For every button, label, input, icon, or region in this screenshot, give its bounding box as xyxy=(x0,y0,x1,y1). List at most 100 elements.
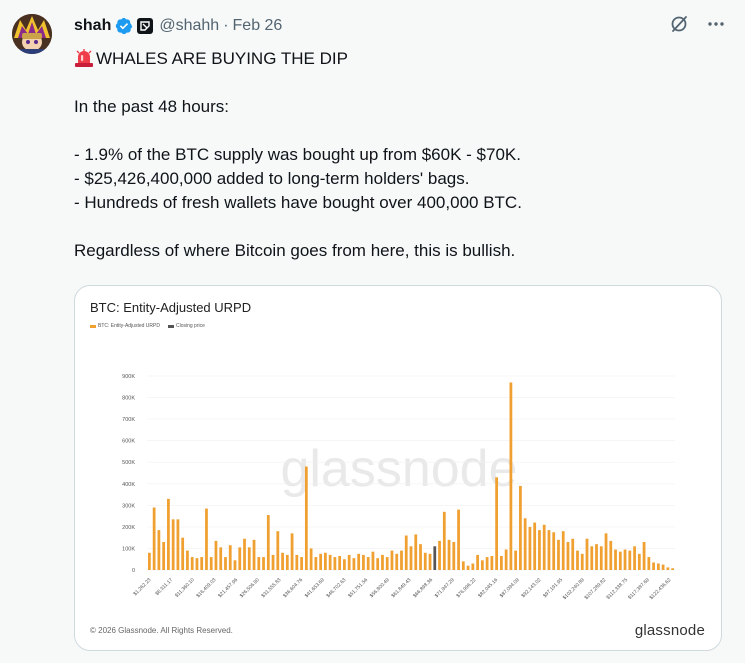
chart-bar xyxy=(457,509,460,570)
chart-bar xyxy=(357,553,361,570)
x-tick-label: $41,653.69 xyxy=(304,577,326,599)
legend-swatch-closing-price xyxy=(167,324,174,328)
chart-bar xyxy=(205,508,208,570)
chart-bar xyxy=(233,560,237,570)
chart-bar xyxy=(461,561,465,570)
chart-title: BTC: Entity-Adjusted URPD xyxy=(90,300,252,315)
chart-bar xyxy=(419,544,422,570)
chart-legend: BTC: Entity-Adjusted URPD Closing price xyxy=(90,323,205,329)
chart-bar xyxy=(352,558,356,570)
chart-bar xyxy=(514,550,518,570)
chart-bar xyxy=(243,538,246,570)
chart-bar xyxy=(238,547,242,570)
x-tick-label: $97,191.95 xyxy=(542,577,564,599)
x-tick-label: $66,898.36 xyxy=(412,577,434,599)
grok-icon[interactable] xyxy=(669,14,689,34)
tweet-line-6: Regardless of where Bitcoin goes from he… xyxy=(74,241,516,260)
x-tick-label: $107,289.82 xyxy=(584,577,608,601)
chart-bar xyxy=(633,546,636,570)
chart-bar xyxy=(395,553,399,570)
x-tick-label: $26,506.90 xyxy=(239,577,261,599)
chart-bar xyxy=(452,541,456,570)
chart-bar xyxy=(566,541,570,570)
tweet-text: WHALES ARE BUYING THE DIP In the past 48… xyxy=(74,47,714,263)
chart-bar xyxy=(523,518,527,570)
chart-bar xyxy=(285,554,289,570)
chart-bar xyxy=(290,533,294,570)
chart-bar xyxy=(328,554,332,570)
x-tick-label: $87,094.09 xyxy=(499,577,521,599)
chart-bar xyxy=(661,564,665,570)
chart-bar xyxy=(309,548,313,570)
y-tick-label: 700K xyxy=(122,417,135,423)
legend-swatch-urpd xyxy=(90,324,96,328)
tweet-date[interactable]: Feb 26 xyxy=(232,17,283,34)
chart-bar xyxy=(171,519,175,570)
chart-bar xyxy=(585,538,589,570)
chart-bar xyxy=(480,560,484,570)
y-tick-label: 300K xyxy=(122,503,135,509)
chart-bar xyxy=(404,535,408,570)
chart-copyright: © 2026 Glassnode. All Rights Reserved. xyxy=(90,626,233,635)
avatar[interactable] xyxy=(12,14,52,54)
y-tick-label: 200K xyxy=(122,525,135,531)
chart-bar xyxy=(176,519,180,570)
x-tick-label: $71,947.29 xyxy=(434,577,456,599)
chart-bar xyxy=(604,533,608,570)
chart-bar xyxy=(324,552,327,570)
urpd-chart: glassnode 0 100K 200K 300K 400K 500K 600K 700K 80… xyxy=(122,374,675,601)
verified-badge-icon xyxy=(116,17,133,35)
chart-bar xyxy=(385,557,389,570)
affiliate-badge-icon[interactable] xyxy=(137,18,154,34)
chart-bar xyxy=(371,551,375,570)
x-tick-label: $102,240.89 xyxy=(562,577,586,601)
more-icon[interactable] xyxy=(707,15,725,33)
chart-bar xyxy=(157,530,161,570)
chart-bar xyxy=(628,550,632,570)
x-tick-label: $1,262.23 xyxy=(132,577,152,597)
chart-bar xyxy=(319,553,322,570)
tweet-line-3: - 1.9% of the BTC supply was bought up f… xyxy=(74,145,521,164)
chart-bar xyxy=(671,568,674,570)
x-tick-label: $122,436.62 xyxy=(649,577,673,601)
chart-bar xyxy=(637,553,641,570)
chart-bar xyxy=(519,485,522,570)
chart-bar xyxy=(428,553,432,570)
chart-bar xyxy=(381,554,384,570)
chart-bar xyxy=(476,554,479,570)
x-tick-label: $21,457.96 xyxy=(217,577,239,599)
y-tick-label: 500K xyxy=(122,460,135,466)
chart-bar xyxy=(414,534,418,570)
chart-bar xyxy=(533,522,537,570)
chart-bar xyxy=(438,540,441,570)
chart-bar xyxy=(314,557,318,570)
x-tick-label: $46,702.63 xyxy=(325,577,347,599)
chart-bar xyxy=(266,515,270,570)
chart-bar xyxy=(257,557,261,570)
author-handle[interactable]: @shahh xyxy=(159,17,220,34)
chart-bar xyxy=(224,557,227,570)
tweet-line-2: In the past 48 hours: xyxy=(74,97,229,116)
chart-bar xyxy=(490,555,494,570)
chart-bar xyxy=(400,550,403,570)
chart-bar xyxy=(228,545,232,570)
chart-bar xyxy=(214,540,218,570)
chart-bar xyxy=(409,546,413,570)
chart-bar xyxy=(542,524,546,570)
chart-bar xyxy=(466,565,470,570)
chart-bar xyxy=(442,511,446,570)
chart-bar xyxy=(580,553,584,570)
tweet-media-image[interactable]: glassnode 0 100K 200K 300K 400K 500K 600K 700K 80… xyxy=(74,285,722,651)
chart-bar xyxy=(495,477,498,570)
tweet-line-4: - $25,426,400,000 added to long-term hol… xyxy=(74,169,470,188)
chart-bar xyxy=(642,541,646,570)
chart-bar xyxy=(209,557,213,570)
chart-bar xyxy=(552,532,556,570)
chart-bar xyxy=(557,539,560,570)
x-tick-label: $6,311.17 xyxy=(154,577,174,597)
author-name[interactable]: shah xyxy=(74,17,112,34)
x-tick-label: $61,849.43 xyxy=(390,577,412,599)
chart-bar xyxy=(343,559,346,570)
avatar-image xyxy=(12,14,52,54)
chart-bar xyxy=(219,547,223,570)
